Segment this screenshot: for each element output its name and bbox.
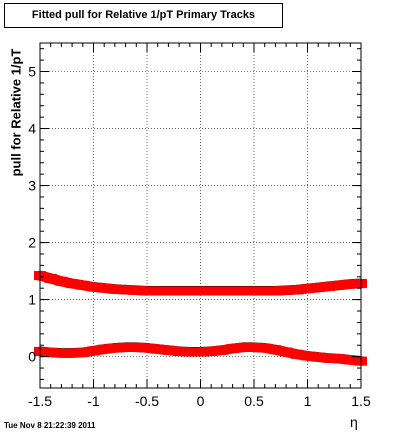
x-tick-label: -0.5 — [135, 393, 159, 409]
y-tick-label: 1 — [28, 292, 36, 308]
y-tick-label: 0 — [28, 349, 36, 365]
x-tick-label: -1 — [87, 393, 100, 409]
x-axis-label: η — [350, 414, 358, 430]
data-series — [34, 270, 367, 366]
x-tick-label: -1.5 — [28, 393, 52, 409]
series-2 — [34, 342, 367, 366]
tick-labels: -1.5 -1 -0.5 0 0.5 1 1.5 0 1 2 3 4 5 — [28, 64, 371, 409]
x-tick-label: 1.5 — [351, 393, 371, 409]
x-tick-label: 0 — [197, 393, 205, 409]
axis-ticks — [39, 43, 362, 388]
x-tick-label: 1 — [304, 393, 312, 409]
series-1 — [34, 270, 367, 296]
chart-title: Fitted pull for Relative 1/pT Primary Tr… — [4, 3, 283, 28]
x-tick-label: 0.5 — [244, 393, 264, 409]
y-tick-label: 4 — [28, 121, 36, 137]
y-tick-label: 3 — [28, 178, 36, 194]
y-tick-label: 5 — [28, 64, 36, 80]
grid-lines — [39, 43, 362, 388]
timestamp: Tue Nov 8 21:22:39 2011 — [4, 421, 96, 430]
y-tick-label: 2 — [28, 235, 36, 251]
